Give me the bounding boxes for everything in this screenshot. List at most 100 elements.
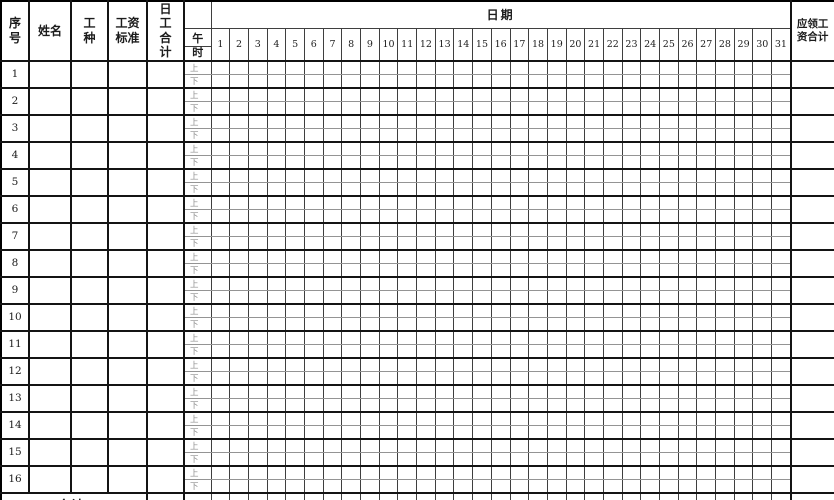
attendance-cell — [434, 194, 455, 210]
name-cell — [28, 248, 72, 278]
attendance-cell — [472, 397, 492, 413]
attendance-cell — [752, 478, 773, 494]
attendance-cell — [659, 329, 679, 345]
attendance-cell — [285, 424, 305, 440]
attendance-cell — [602, 235, 623, 251]
attendance-cell — [546, 275, 567, 291]
attendance-cell — [715, 221, 735, 237]
attendance-cell — [266, 370, 287, 386]
attendance-cell — [621, 73, 642, 89]
attendance-cell — [621, 59, 642, 75]
attendance-cell — [322, 464, 343, 480]
attendance-cell — [322, 248, 343, 264]
attendance-cell — [303, 437, 324, 453]
attendance-cell — [378, 437, 399, 453]
job-type-cell — [70, 464, 109, 494]
attendance-cell — [416, 181, 436, 197]
attendance-cell — [247, 194, 268, 210]
attendance-cell — [752, 316, 773, 332]
date-header-cell: 28 — [715, 28, 735, 62]
attendance-cell — [434, 424, 455, 440]
attendance-cell — [584, 59, 604, 75]
attendance-cell — [229, 424, 249, 440]
attendance-cell — [771, 208, 792, 224]
attendance-cell — [677, 370, 698, 386]
attendance-cell — [584, 437, 604, 453]
attendance-cell — [472, 316, 492, 332]
attendance-cell — [659, 289, 679, 305]
attendance-cell — [546, 208, 567, 224]
attendance-cell — [677, 167, 698, 183]
row-index: 1 — [0, 59, 30, 89]
shift-label-afternoon: 下 — [183, 370, 212, 386]
attendance-cell — [733, 154, 754, 170]
attendance-cell — [584, 113, 604, 129]
attendance-cell — [640, 289, 660, 305]
attendance-cell — [322, 370, 343, 386]
daily-wage-total-cell — [146, 113, 185, 143]
attendance-cell — [341, 289, 361, 305]
attendance-cell — [771, 397, 792, 413]
attendance-cell — [546, 302, 567, 318]
attendance-cell — [266, 478, 287, 494]
date-header-cell: 26 — [677, 28, 698, 62]
attendance-cell — [602, 410, 623, 426]
attendance-cell — [565, 100, 586, 116]
attendance-cell — [341, 262, 361, 278]
attendance-cell — [546, 167, 567, 183]
total-day-cell — [752, 491, 773, 500]
wage-standard-cell — [107, 167, 148, 197]
attendance-cell — [453, 437, 474, 453]
attendance-cell — [771, 329, 792, 345]
attendance-cell — [602, 100, 623, 116]
attendance-cell — [210, 383, 231, 399]
attendance-cell — [285, 208, 305, 224]
attendance-cell — [490, 383, 511, 399]
attendance-cell — [752, 275, 773, 291]
attendance-cell — [677, 86, 698, 102]
attendance-cell — [602, 316, 623, 332]
attendance-cell — [659, 262, 679, 278]
attendance-cell — [490, 451, 511, 467]
attendance-cell — [266, 262, 287, 278]
attendance-cell — [659, 410, 679, 426]
attendance-cell — [397, 221, 418, 237]
attendance-cell — [360, 275, 380, 291]
attendance-cell — [659, 275, 679, 291]
attendance-cell — [472, 302, 492, 318]
attendance-cell — [565, 154, 586, 170]
attendance-cell — [752, 397, 773, 413]
worker-row-12-morning: 12 上 — [0, 356, 834, 386]
attendance-cell — [397, 154, 418, 170]
attendance-cell — [247, 100, 268, 116]
attendance-cell — [490, 262, 511, 278]
attendance-cell — [490, 113, 511, 129]
wage-standard-cell — [107, 140, 148, 170]
attendance-cell — [322, 140, 343, 156]
attendance-cell — [546, 248, 567, 264]
attendance-cell — [210, 451, 231, 467]
attendance-cell — [322, 59, 343, 75]
attendance-cell — [266, 59, 287, 75]
attendance-cell — [528, 167, 548, 183]
wage-standard-cell — [107, 302, 148, 332]
wage-standard-cell — [107, 410, 148, 440]
attendance-cell — [397, 464, 418, 480]
daily-wage-total-cell — [146, 221, 185, 251]
attendance-cell — [229, 86, 249, 102]
attendance-cell — [696, 194, 717, 210]
attendance-cell — [659, 343, 679, 359]
attendance-cell — [210, 154, 231, 170]
row-index: 5 — [0, 167, 30, 197]
wages-due-cell — [789, 140, 834, 170]
attendance-cell — [360, 451, 380, 467]
attendance-cell — [453, 329, 474, 345]
attendance-cell — [640, 262, 660, 278]
attendance-cell — [210, 221, 231, 237]
row-index: 10 — [0, 302, 30, 332]
attendance-cell — [453, 262, 474, 278]
attendance-cell — [397, 113, 418, 129]
attendance-cell — [378, 127, 399, 143]
